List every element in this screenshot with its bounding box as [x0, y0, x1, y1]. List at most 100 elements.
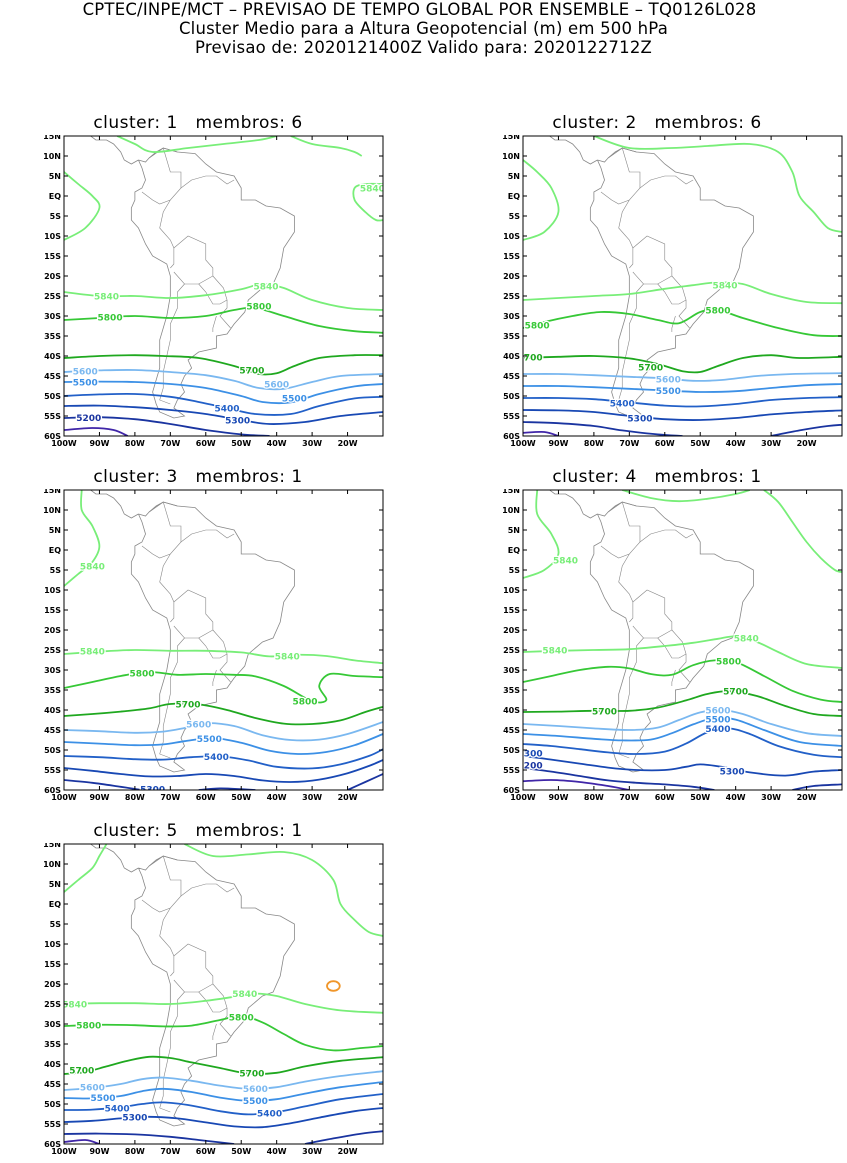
country-border: [159, 553, 175, 623]
y-tick-label: 50S: [503, 746, 520, 755]
contour-label: 5200: [76, 414, 101, 424]
cluster-panel-3: cluster: 3 membros: 1 5840 5840 5840 5800 58…: [33, 467, 384, 802]
contour-label: 5400: [105, 1105, 130, 1115]
y-tick-label: 15S: [503, 252, 520, 261]
country-border: [678, 654, 690, 683]
plot-area: 5840584058405800580057005600560055005500…: [64, 136, 383, 436]
y-tick-label: 5N: [49, 526, 61, 535]
contour-label: 5840: [713, 282, 738, 292]
contour-label: 5300: [122, 1114, 147, 1124]
contour-5840: [64, 171, 101, 241]
contour-label: 5700: [638, 364, 663, 374]
contour-label: 5800: [129, 669, 154, 679]
contour-5400: [64, 392, 383, 416]
contour-5500: [523, 383, 842, 393]
panel-title: cluster: 2 membros: 6: [552, 113, 762, 133]
country-border: [159, 199, 175, 269]
y-tick-label: 15N: [43, 135, 61, 141]
contour-5700: [523, 354, 842, 374]
y-tick-label: EQ: [49, 192, 61, 201]
contour-5200: [304, 1130, 383, 1144]
x-tick-label: 80W: [125, 1147, 145, 1156]
y-tick-label: 10S: [44, 940, 61, 949]
coastline: [548, 490, 598, 519]
contour-label: 5400: [215, 405, 240, 415]
y-tick-label: 45S: [503, 372, 520, 381]
y-tick-label: 5N: [49, 880, 61, 889]
x-tick-label: 80W: [584, 793, 604, 802]
contour-5800: [64, 1015, 383, 1052]
coastline: [148, 855, 178, 867]
x-tick-label: 90W: [89, 1147, 109, 1156]
contour-5300: [64, 759, 383, 783]
contour-label: 5600: [705, 707, 730, 717]
cluster-panel-4: cluster: 4 membros: 1 5840 5840 5840 5800 57…: [492, 467, 843, 802]
contour-label: 5500: [282, 395, 307, 405]
y-tick-label: 15S: [503, 606, 520, 615]
y-tick-label: 25S: [44, 646, 61, 655]
contour-5600: [64, 1070, 383, 1091]
x-tick-label: 50W: [231, 1147, 251, 1156]
contour-5200: [523, 421, 683, 436]
contour-5840: [523, 159, 560, 241]
country-border: [159, 907, 175, 977]
x-tick-label: 60W: [655, 793, 675, 802]
contour-5300: [64, 404, 383, 425]
contour-5840: [523, 281, 842, 305]
x-tick-label: 30W: [302, 793, 322, 802]
x-tick-label: 90W: [548, 439, 568, 448]
contour-5500: [64, 733, 383, 755]
contour-label: 5700: [239, 1069, 264, 1079]
contour-label: 5500: [197, 735, 222, 745]
y-tick-label: 5S: [50, 920, 62, 929]
contour-5600: [523, 372, 842, 382]
contour-label: 5600: [264, 381, 289, 391]
y-tick-label: 60S: [44, 786, 61, 795]
contour-5800: [64, 306, 383, 334]
country-border: [173, 589, 214, 639]
x-tick-label: 30W: [761, 793, 781, 802]
plot-frame: [63, 135, 384, 437]
contour-label: 5840: [80, 563, 105, 573]
y-tick-label: 40S: [44, 706, 61, 715]
y-tick-label: 25S: [44, 1000, 61, 1009]
contour-label: 5600: [243, 1085, 268, 1095]
y-tick-label: EQ: [49, 900, 61, 909]
y-tick-label: 45S: [44, 1080, 61, 1089]
contour-label: 5700: [69, 1067, 94, 1077]
y-tick-label: 25S: [44, 292, 61, 301]
coastline: [89, 136, 139, 165]
country-border: [671, 669, 676, 686]
y-tick-label: 30S: [44, 312, 61, 321]
contour-5840: [64, 649, 383, 665]
y-tick-label: 45S: [503, 726, 520, 735]
y-tick-label: 20S: [503, 626, 520, 635]
country-border: [600, 147, 641, 205]
contour-label: 5500: [73, 379, 98, 389]
contour-5700: [64, 702, 383, 726]
y-tick-label: 20S: [503, 272, 520, 281]
y-tick-label: 50S: [44, 392, 61, 401]
y-tick-label: 15N: [43, 489, 61, 495]
country-border: [212, 315, 217, 332]
x-tick-label: 20W: [338, 1147, 358, 1156]
coastline: [548, 136, 598, 165]
country-border: [159, 283, 185, 405]
contour-5200: [523, 767, 715, 790]
cluster-panel-1: cluster: 1 membros: 6 5840 5840 5840 5800 58…: [33, 113, 384, 448]
y-tick-label: 30S: [503, 666, 520, 675]
contour-5500: [64, 380, 383, 405]
country-border: [180, 883, 235, 897]
contour-label: 5300: [720, 767, 745, 777]
panel-title: cluster: 3 membros: 1: [93, 467, 303, 487]
country-border: [219, 300, 231, 329]
contour-label: 5600: [80, 1084, 105, 1094]
figure-header: CPTEC/INPE/MCT – PREVISAO DE TEMPO GLOBA…: [0, 0, 847, 57]
country-border: [159, 991, 185, 1113]
contour-label: 5500: [656, 387, 681, 397]
contour-5920: [326, 980, 341, 992]
y-tick-label: 30S: [44, 666, 61, 675]
country-border: [159, 637, 185, 759]
y-tick-label: EQ: [508, 192, 520, 201]
